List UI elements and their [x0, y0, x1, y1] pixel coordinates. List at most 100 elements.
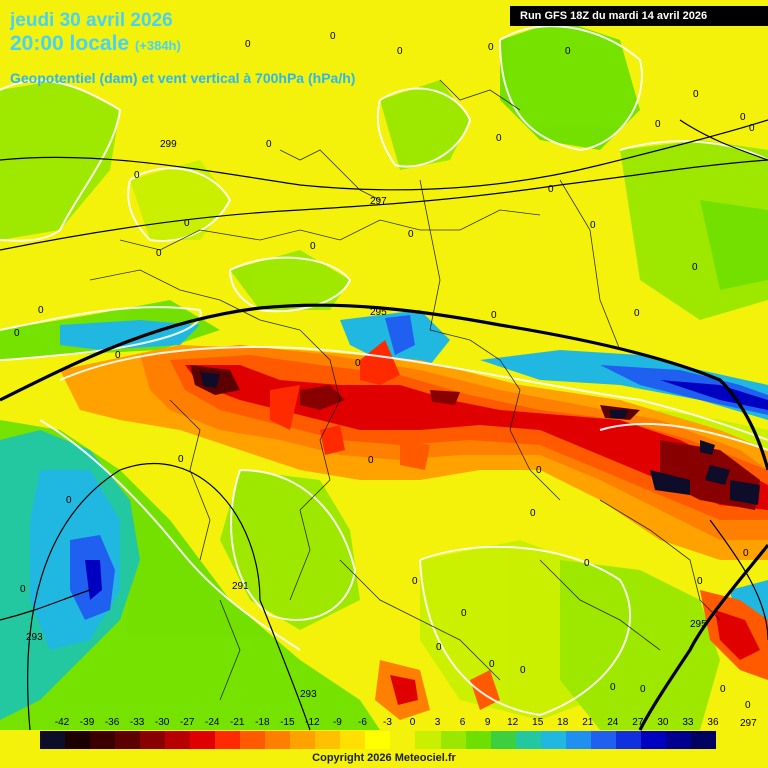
scale-label: -27: [180, 717, 195, 728]
scale-swatch: [490, 731, 516, 749]
scale-swatch: [540, 731, 566, 749]
contour-295-south: [638, 544, 768, 731]
scale-label: -24: [205, 717, 220, 728]
zero-label: 0: [266, 139, 272, 150]
scale-label: 6: [460, 717, 466, 728]
zero-label: 0: [156, 248, 162, 259]
scale-swatch: [315, 731, 341, 749]
zero-label: 0: [412, 576, 418, 587]
zero-label: 0: [697, 576, 703, 587]
zero-label: 0: [330, 31, 336, 42]
geopotential-contours: [0, 119, 768, 731]
scale-swatch: [265, 731, 291, 749]
height-labels: 299 297 295 291 293 293 297 295: [26, 139, 757, 729]
zero-label: 0: [397, 46, 403, 57]
scale-label: 27: [632, 717, 644, 728]
copyright: Copyright 2026 Meteociel.fr: [312, 752, 456, 764]
scale-label: -33: [130, 717, 145, 728]
zero-label: 0: [720, 684, 726, 695]
scale-swatch: [415, 731, 441, 749]
scale-swatch: [590, 731, 616, 749]
height-label: 299: [160, 139, 177, 150]
scale-swatch: [340, 731, 366, 749]
scale-label: 36: [707, 717, 719, 728]
zero-label: 0: [134, 170, 140, 181]
height-label: 293: [26, 632, 43, 643]
scale-label: -18: [255, 717, 270, 728]
scale-label: 9: [485, 717, 491, 728]
local-time: 20:00 locale: [10, 32, 130, 55]
scale-label: -15: [280, 717, 295, 728]
zero-label: 0: [548, 184, 554, 195]
scale-swatch: [365, 731, 391, 749]
height-label: 297: [740, 718, 757, 729]
zero-label: 0: [743, 548, 749, 559]
zero-label: 0: [520, 665, 526, 676]
scale-label: -9: [333, 717, 342, 728]
scale-label: -30: [155, 717, 170, 728]
zero-label: 0: [530, 508, 536, 519]
zero-label: 0: [14, 328, 20, 339]
scale-label: -36: [105, 717, 120, 728]
zero-label: 0: [184, 218, 190, 229]
zero-label: 0: [745, 700, 751, 711]
scale-swatch: [615, 731, 641, 749]
zero-label: 0: [355, 358, 361, 369]
scale-swatch: [690, 731, 716, 749]
scale-swatch: [140, 731, 166, 749]
zero-label: 0: [565, 46, 571, 57]
zero-contours: [0, 25, 768, 717]
scale-swatch: [290, 731, 316, 749]
valid-time: 20:00 locale (+384h): [10, 32, 181, 56]
scale-label: 12: [507, 717, 519, 728]
scale-label: -12: [305, 717, 320, 728]
zero-label: 0: [489, 659, 495, 670]
color-scale: [40, 731, 716, 749]
scale-labels: -42 -39 -36 -33 -30 -27 -24 -21 -18 -15 -12 -9 -6 -3 0…: [55, 717, 719, 728]
valid-date: jeudi 30 avril 2026: [10, 10, 173, 31]
parameter-title: Geopotentiel (dam) et vent vertical à 70…: [10, 70, 356, 86]
zero-label: 0: [66, 495, 72, 506]
scale-label: 21: [582, 717, 594, 728]
height-label: 297: [370, 196, 387, 207]
scale-swatch: [440, 731, 466, 749]
scale-swatch: [40, 731, 66, 749]
run-info: Run GFS 18Z du mardi 14 avril 2026: [510, 6, 768, 26]
zero-label: 0: [740, 112, 746, 123]
descent-band: [60, 340, 768, 720]
zero-label: 0: [38, 305, 44, 316]
scale-label: 18: [557, 717, 569, 728]
zero-label: 0: [436, 642, 442, 653]
scale-label: -39: [80, 717, 95, 728]
zero-label: 0: [461, 608, 467, 619]
zero-label: 0: [692, 262, 698, 273]
height-label: 295: [690, 619, 707, 630]
zero-label: 0: [590, 220, 596, 231]
scale-swatch: [390, 731, 416, 749]
zero-label: 0: [634, 308, 640, 319]
scale-label: 30: [657, 717, 669, 728]
zero-label: 0: [640, 684, 646, 695]
zero-label: 0: [310, 241, 316, 252]
scale-label: -21: [230, 717, 245, 728]
height-label: 291: [232, 581, 249, 592]
height-label: 295: [370, 307, 387, 318]
scale-swatch: [215, 731, 241, 749]
zero-label: 0: [115, 350, 121, 361]
zero-label: 0: [20, 584, 26, 595]
scale-label: 33: [682, 717, 694, 728]
scale-label: 0: [410, 717, 416, 728]
height-label: 293: [300, 689, 317, 700]
zero-label: 0: [496, 133, 502, 144]
scale-swatch: [515, 731, 541, 749]
scale-label: 3: [435, 717, 441, 728]
zero-label: 0: [655, 119, 661, 130]
scale-swatch: [165, 731, 191, 749]
borders: [89, 79, 721, 701]
zero-label: 0: [408, 229, 414, 240]
zero-label: 0: [584, 558, 590, 569]
zero-label: 0: [488, 42, 494, 53]
zero-label: 0: [178, 454, 184, 465]
scale-swatch: [90, 731, 116, 749]
